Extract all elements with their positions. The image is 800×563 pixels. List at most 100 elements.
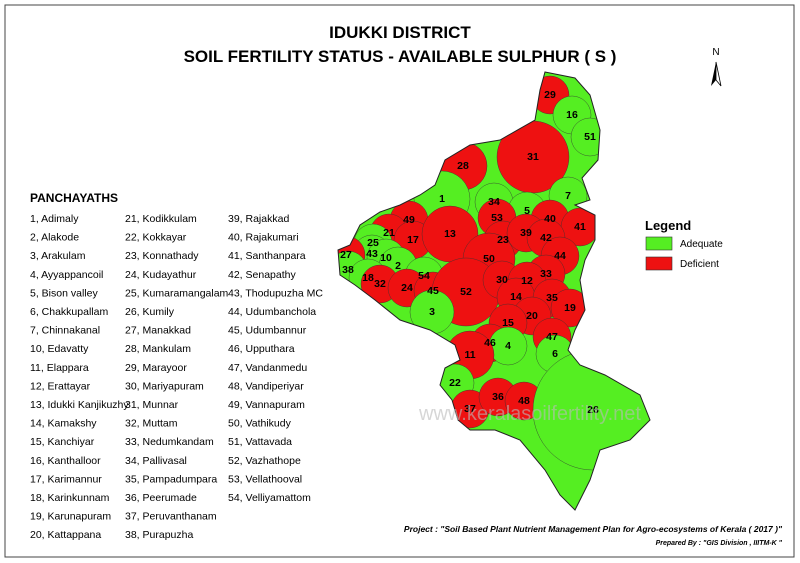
legend-title: Legend: [645, 218, 691, 233]
region-label: 39: [520, 227, 532, 239]
panchayath-entry: 49, Vannapuram: [228, 399, 305, 411]
region-label: 18: [362, 272, 374, 284]
region-label: 26: [587, 404, 599, 416]
project-note: Project : "Soil Based Plant Nutrient Man…: [404, 524, 783, 534]
panchayath-entry: 34, Pallivasal: [125, 455, 187, 467]
title-line: IDUKKI DISTRICT: [329, 23, 471, 42]
region-label: 44: [554, 250, 566, 262]
panchayath-entry: 47, Vandanmedu: [228, 362, 307, 374]
panchayath-entry: 38, Purapuzha: [125, 529, 193, 541]
panchayath-entry: 35, Pampadumpara: [125, 473, 217, 485]
region-label: 54: [418, 270, 430, 282]
panchayath-entry: 10, Edavatty: [30, 343, 89, 355]
region-label: 25: [367, 237, 379, 249]
region-label: 22: [449, 377, 461, 389]
panchayath-entry: 5, Bison valley: [30, 287, 98, 299]
north-arrow: N: [711, 47, 722, 87]
region-label: 5: [524, 205, 530, 217]
panchayath-entry: 37, Peruvanthanam: [125, 511, 217, 523]
panchayath-entry: 24, Kudayathur: [125, 269, 197, 281]
panchayath-entry: 48, Vandiperiyar: [228, 380, 304, 392]
region-label: 47: [546, 331, 558, 343]
panchayath-entry: 7, Chinnakanal: [30, 325, 100, 337]
region-label: 37: [464, 403, 476, 415]
region-label: 31: [527, 151, 539, 163]
region-label: 35: [546, 292, 558, 304]
region-label: 23: [497, 234, 509, 246]
region-label: 42: [540, 232, 552, 244]
region-label: 4: [505, 340, 511, 352]
legend-swatch: [645, 236, 673, 251]
region-label: 33: [540, 268, 552, 280]
region-label: 46: [484, 337, 496, 349]
panchayath-entry: 36, Peerumade: [125, 492, 197, 504]
region-label: 10: [380, 252, 392, 264]
panchayath-entry: 6, Chakkupallam: [30, 306, 108, 318]
region-label: 13: [444, 228, 456, 240]
region-label: 53: [491, 212, 503, 224]
region-label: 36: [492, 391, 504, 403]
panchayath-entry: 11, Elappara: [30, 362, 89, 374]
panchayath-entry: 19, Karunapuram: [30, 511, 111, 523]
panchayath-entry: 28, Mankulam: [125, 343, 191, 355]
panchayath-entry: 17, Karimannur: [30, 473, 102, 485]
panchayath-entry: 52, Vazhathope: [228, 455, 301, 467]
panchayath-entry: 46, Upputhara: [228, 343, 295, 355]
panchayath-entry: 29, Marayoor: [125, 362, 187, 374]
region-label: 40: [544, 213, 556, 225]
panchayath-entry: 53, Vellathooval: [228, 473, 302, 485]
region-label: 17: [407, 234, 419, 246]
panchayath-entry: 43, Thodupuzha MC: [228, 287, 323, 299]
panchayath-entry: 1, Adimaly: [30, 213, 79, 225]
panchayath-entry: 21, Kodikkulam: [125, 213, 197, 225]
region-label: 45: [427, 285, 439, 297]
panchayath-entry: 23, Konnathady: [125, 250, 199, 262]
prepared-note: Prepared By : "GIS Division , IIITM-K ": [656, 540, 783, 547]
panchayath-entry: 41, Santhanpara: [228, 250, 306, 262]
region-label: 19: [564, 302, 576, 314]
region-label: 24: [401, 282, 413, 294]
panchayath-entry: 51, Vattavada: [228, 436, 292, 448]
panchayath-entry: 14, Kamakshy: [30, 418, 97, 430]
region-label: 48: [518, 395, 530, 407]
region-label: 50: [483, 253, 495, 265]
north-label: N: [712, 47, 719, 58]
region-label: 12: [521, 275, 533, 287]
panchayath-entry: 39, Rajakkad: [228, 213, 289, 225]
region-label: 21: [383, 227, 395, 239]
panchayath-entry: 50, Vathikudy: [228, 418, 292, 430]
panchayath-entry: 13, Idukki Kanjikuzhy: [30, 399, 129, 411]
panchayath-entry: 32, Muttam: [125, 418, 178, 430]
region-label: 3: [429, 306, 435, 318]
legend-label: Deficient: [680, 259, 719, 270]
region-label: 30: [496, 274, 508, 286]
panchayath-entry: 44, Udumbanchola: [228, 306, 316, 318]
region-label: 15: [502, 317, 514, 329]
panchayath-entry: 45, Udumbannur: [228, 325, 307, 337]
panchayath-entry: 26, Kumily: [125, 306, 175, 318]
panchayath-entry: 18, Karinkunnam: [30, 492, 110, 504]
region-label: 29: [544, 89, 556, 101]
region-label: 1: [439, 193, 445, 205]
panchayath-entry: 2, Alakode: [30, 232, 79, 244]
title-line: SOIL FERTILITY STATUS - AVAILABLE SULPHU…: [184, 47, 617, 66]
panchayath-entry: 22, Kokkayar: [125, 232, 187, 244]
watermark: www.keralasoilfertility.net: [418, 403, 641, 425]
panchayath-entry: 15, Kanchiyar: [30, 436, 95, 448]
panchayath-entry: 12, Erattayar: [30, 380, 91, 392]
list-title: PANCHAYATHS: [30, 191, 118, 205]
panchayath-entry: 16, Kanthalloor: [30, 455, 101, 467]
region-label: 34: [488, 196, 500, 208]
region-label: 41: [574, 221, 586, 233]
panchayath-entry: 31, Munnar: [125, 399, 179, 411]
region-label: 32: [374, 278, 386, 290]
panchayath-entry: 54, Velliyamattom: [228, 492, 311, 504]
district-outline: [337, 71, 651, 511]
region-label: 14: [510, 291, 522, 303]
region-label: 52: [460, 286, 472, 298]
region-label: 38: [342, 264, 354, 276]
region-label: 16: [566, 109, 578, 121]
region-label: 51: [584, 131, 596, 143]
